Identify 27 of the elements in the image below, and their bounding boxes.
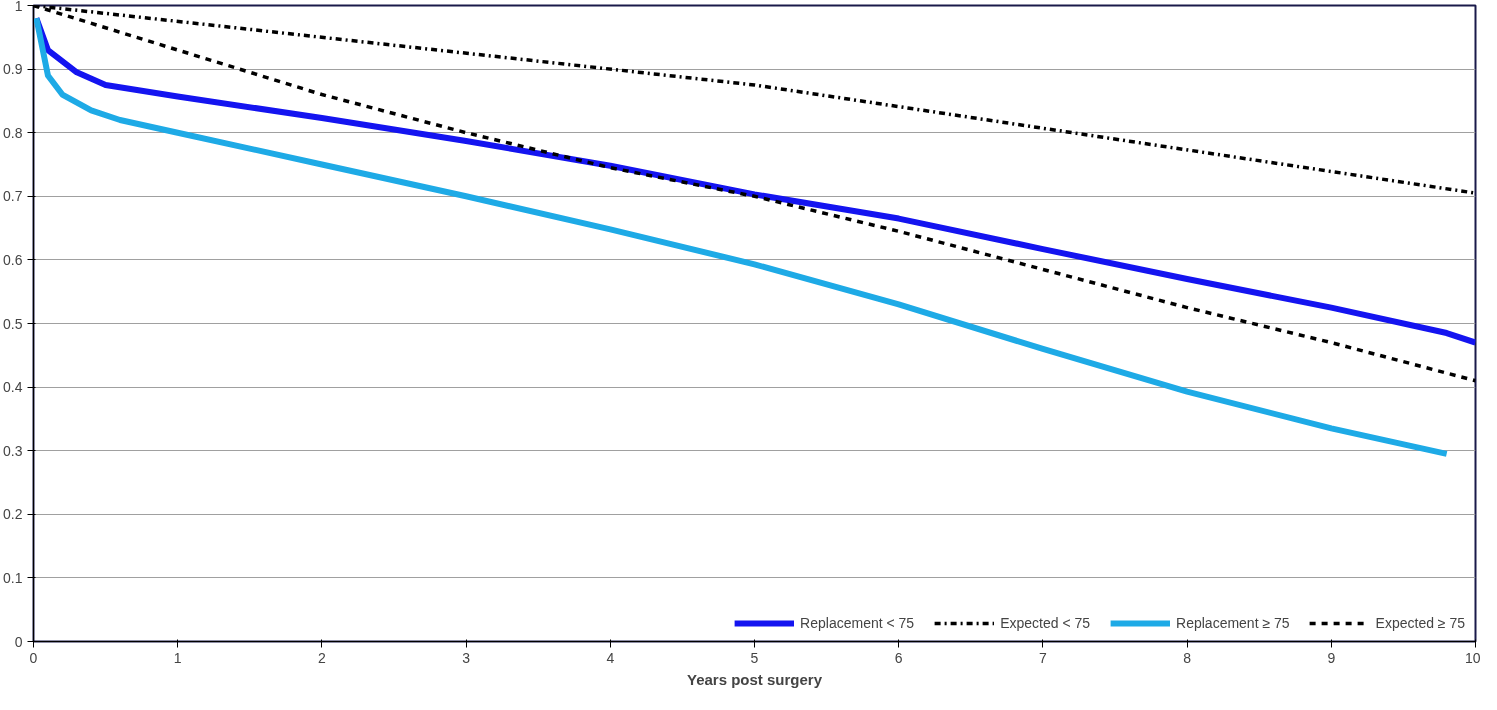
x-tick-label: 5 bbox=[750, 649, 759, 666]
y-tick-label: 0.1 bbox=[3, 569, 23, 586]
x-tick-label: 4 bbox=[606, 649, 615, 666]
y-tick-label: 0.6 bbox=[3, 251, 23, 268]
x-tick-label: 10 bbox=[1464, 649, 1481, 666]
y-tick-label: 0.3 bbox=[3, 442, 23, 459]
x-axis-title: Years post surgery bbox=[686, 670, 823, 688]
x-tick-label: 9 bbox=[1327, 649, 1336, 666]
y-tick-label: 0 bbox=[14, 633, 23, 650]
y-tick-label: 0.8 bbox=[3, 124, 23, 141]
legend-label: Expected < 75 bbox=[1000, 615, 1091, 631]
x-tick-label: 0 bbox=[29, 649, 38, 666]
y-tick-label: 0.7 bbox=[3, 188, 23, 205]
x-tick-label: 7 bbox=[1039, 649, 1048, 666]
y-tick-label: 0.2 bbox=[3, 506, 23, 523]
x-tick-label: 3 bbox=[462, 649, 471, 666]
legend-label: Replacement < 75 bbox=[800, 615, 915, 631]
x-tick-label: 2 bbox=[318, 649, 327, 666]
x-tick-label: 8 bbox=[1183, 649, 1192, 666]
legend-label: Expected ≥ 75 bbox=[1375, 615, 1465, 631]
x-tick-label: 6 bbox=[894, 649, 903, 666]
x-tick-label: 1 bbox=[173, 649, 182, 666]
y-tick-label: 0.9 bbox=[3, 61, 23, 78]
y-tick-label: 1 bbox=[14, 0, 23, 14]
y-tick-label: 0.4 bbox=[3, 379, 23, 396]
y-tick-label: 0.5 bbox=[3, 315, 23, 332]
legend-label: Replacement ≥ 75 bbox=[1176, 615, 1290, 631]
